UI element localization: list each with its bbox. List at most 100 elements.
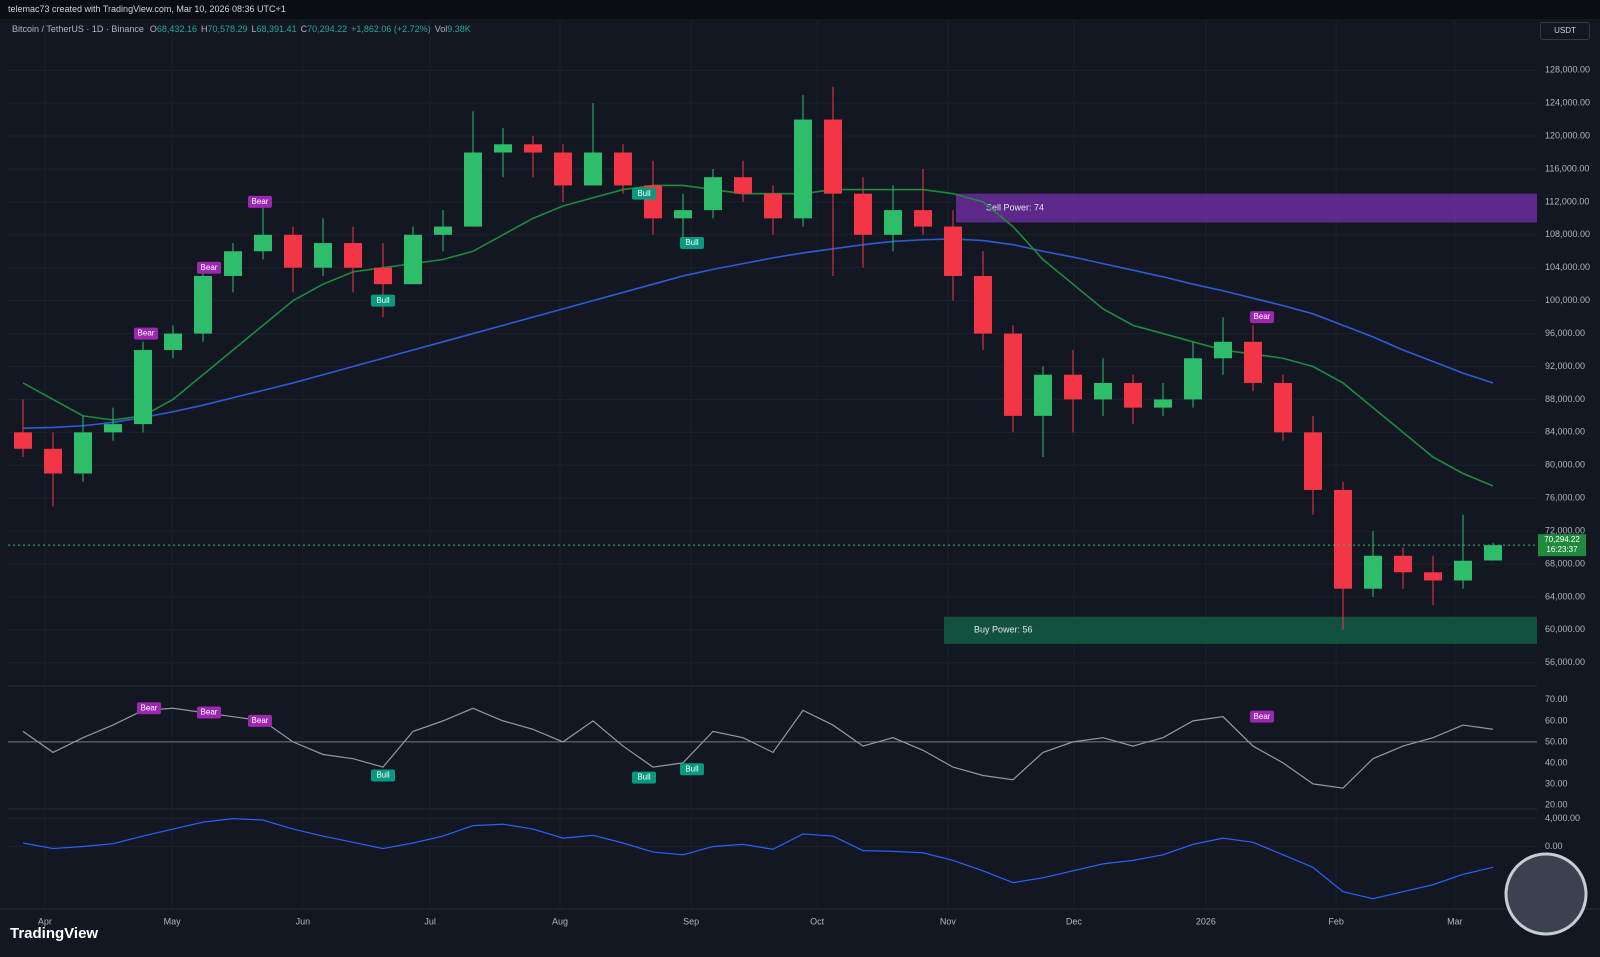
candle-body: [1004, 333, 1022, 416]
candle-body: [1364, 555, 1382, 589]
ohlc-key: O: [149, 24, 157, 34]
candle-body: [914, 210, 932, 227]
candle-body: [794, 119, 812, 219]
signal-label: Bear: [1250, 311, 1274, 324]
moving-average: [22, 184, 1494, 487]
signal-text: Bear: [201, 263, 218, 272]
candle-body: [1214, 341, 1232, 359]
y-tick-label: 84,000.00: [1545, 427, 1585, 437]
signal-text: Bear: [141, 703, 158, 712]
signal-box: [632, 187, 656, 200]
avatar-logo: [1504, 852, 1588, 936]
y-tick-label: 60,000.00: [1545, 624, 1585, 634]
candle-body: [434, 226, 452, 235]
signal-text: Bear: [138, 329, 155, 338]
power-zone: [956, 193, 1537, 223]
candle-body: [944, 226, 962, 276]
rsi-tick-label: 70.00: [1545, 694, 1568, 704]
price-tag: 70,294.22: [1544, 535, 1580, 544]
signal-text: Bull: [637, 189, 651, 198]
candle-body: [104, 424, 122, 433]
signal-box: [632, 771, 656, 784]
signal-text: Bull: [376, 771, 390, 780]
rsi-tick-label: 50.00: [1545, 736, 1568, 746]
signal-box: [1250, 311, 1274, 324]
macd-tick-label: 0.00: [1545, 841, 1563, 851]
ohlc-value: 68,391.41: [256, 24, 297, 34]
candle-body: [224, 251, 242, 276]
x-tick-label: Nov: [940, 916, 957, 926]
y-tick-label: 76,000.00: [1545, 493, 1585, 503]
candle-body: [464, 152, 482, 227]
signal-label: Bear: [197, 261, 221, 274]
candle-body: [164, 333, 182, 351]
vol-key: Vol: [434, 24, 448, 34]
vol-value: 9.38K: [447, 24, 471, 34]
signal-text: Bull: [376, 296, 390, 305]
countdown: 16:23:37: [1546, 545, 1578, 554]
candle-body: [974, 275, 992, 334]
rsi-tick-label: 20.00: [1545, 799, 1568, 809]
signal-box: [134, 327, 158, 340]
y-tick-label: 108,000.00: [1545, 229, 1590, 239]
candle-body: [1334, 489, 1352, 589]
y-tick-label: 124,000.00: [1545, 98, 1590, 108]
signal-text: Bear: [1254, 312, 1271, 321]
brand-logo[interactable]: TradingView: [10, 925, 99, 942]
ohlc-value: 70,294.22: [307, 24, 348, 34]
signal-box: [680, 763, 704, 776]
signal-text: Bear: [201, 708, 218, 717]
signal-label: Bull: [371, 769, 395, 782]
symbol-header: Bitcoin / TetherUS · 1D · Binance O68,432…: [12, 24, 475, 34]
signal-box: [248, 195, 272, 208]
moving-average: [22, 238, 1494, 430]
signal-text: Bear: [1254, 712, 1271, 721]
candle-body: [1124, 382, 1142, 408]
signal-box: [1250, 710, 1274, 723]
signal-label: Bear: [1250, 710, 1274, 723]
candle-body: [554, 152, 572, 186]
signal-label: Bear: [197, 706, 221, 719]
x-tick-label: Mar: [1447, 916, 1463, 926]
y-tick-label: 116,000.00: [1545, 163, 1589, 173]
x-tick-label: May: [164, 916, 182, 926]
signal-label: Bull: [371, 294, 395, 307]
candle-body: [824, 119, 842, 194]
signal-text: Bull: [685, 764, 699, 773]
signal-box: [197, 706, 221, 719]
power-zone: [944, 616, 1537, 644]
zone-label: Buy Power: 56: [974, 625, 1033, 635]
candle-body: [134, 350, 152, 425]
signal-text: Bear: [252, 197, 269, 206]
candle-body: [1034, 374, 1052, 416]
candle-body: [854, 193, 872, 235]
author-bar: telemac73 created with TradingView.com, …: [0, 0, 1600, 19]
candle-body: [524, 144, 542, 153]
x-tick-label: 2026: [1196, 916, 1216, 926]
y-tick-label: 56,000.00: [1545, 657, 1585, 667]
signal-box: [248, 714, 272, 727]
candle-body: [1094, 382, 1112, 400]
candle-body: [14, 432, 32, 449]
ohlc-value: 70,578.29: [207, 24, 248, 34]
y-tick-label: 72,000.00: [1545, 525, 1585, 535]
candle-body: [314, 243, 332, 268]
rsi-tick-label: 60.00: [1545, 715, 1568, 725]
rsi-tick-label: 30.00: [1545, 778, 1568, 788]
candle-body: [614, 152, 632, 186]
candle-body: [584, 152, 602, 186]
candle-body: [1454, 560, 1472, 581]
candle-body: [74, 432, 92, 474]
candle-body: [1394, 555, 1412, 573]
candle-body: [674, 210, 692, 219]
currency-button[interactable]: USDT: [1540, 22, 1590, 40]
candle-body: [254, 234, 272, 252]
rsi-tick-label: 40.00: [1545, 757, 1568, 767]
y-tick-label: 128,000.00: [1545, 65, 1590, 75]
candle-body: [494, 144, 512, 153]
x-tick-label: Oct: [810, 916, 825, 926]
y-tick-label: 96,000.00: [1545, 328, 1585, 338]
ohlc-key: C: [300, 24, 308, 34]
signal-label: Bull: [632, 187, 656, 200]
